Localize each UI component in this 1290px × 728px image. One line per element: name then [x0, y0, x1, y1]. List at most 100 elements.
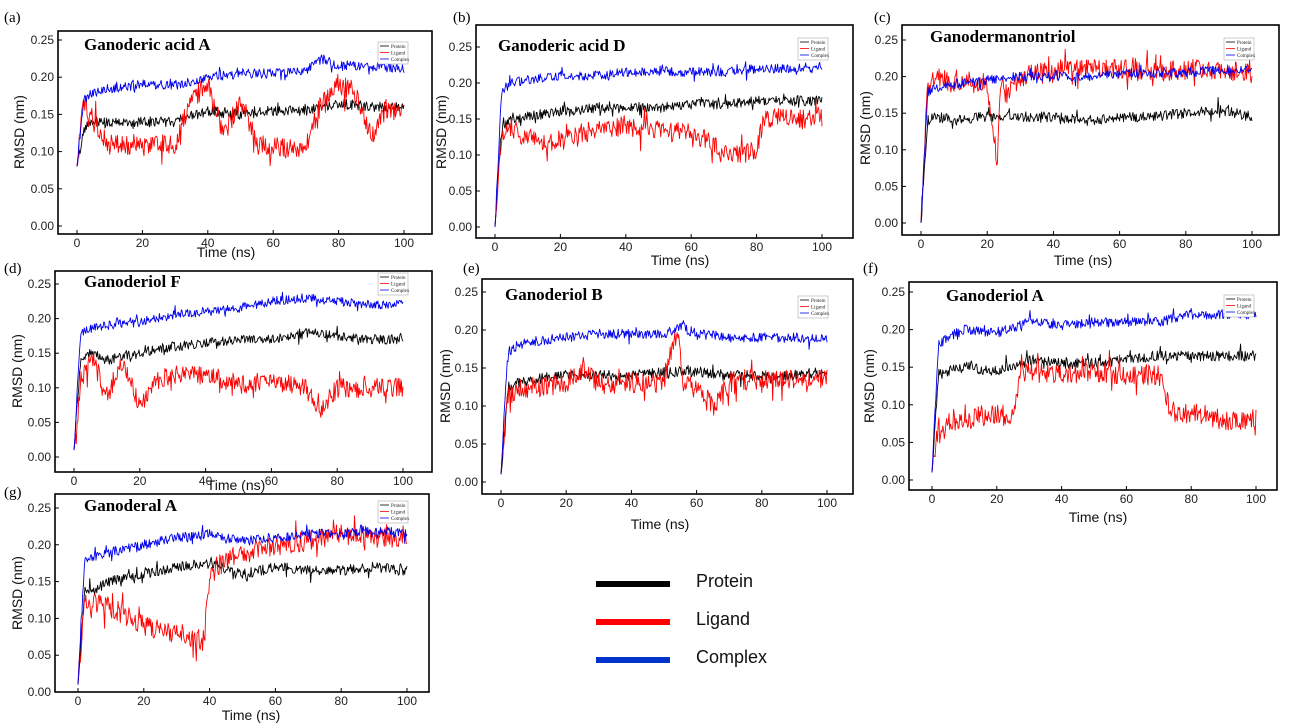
x-tick-label: 0	[71, 474, 78, 488]
x-tick-label: 100	[397, 694, 417, 708]
y-tick-label: 0.00	[449, 220, 473, 234]
y-axis-label: RMSD (nm)	[861, 349, 877, 423]
y-tick-label: 0.05	[882, 435, 906, 449]
mini-legend-label: Ligand	[391, 52, 406, 57]
x-tick-label: 20	[990, 492, 1004, 506]
x-axis-label: Time (ns)	[1069, 509, 1128, 525]
x-axis-label: Time (ns)	[1054, 252, 1113, 268]
y-tick-label: 0.05	[31, 182, 55, 196]
chart-panel-5: 0.00 0.05 0.10 0.15 0.20 0.25 0 20 40 60 80 100 Time…	[437, 261, 854, 532]
y-tick-label: 0.15	[875, 106, 899, 120]
mini-legend-label: Complex	[1237, 311, 1256, 316]
y-tick-label: 0.20	[449, 76, 473, 90]
series-complex-line	[76, 54, 405, 167]
y-tick-label: 0.25	[882, 285, 906, 299]
x-tick-label: 80	[750, 240, 764, 254]
mini-legend-label: Complex	[391, 289, 410, 294]
y-tick-label: 0.10	[875, 143, 899, 157]
chart-panel-1: 0.00 0.05 0.10 0.15 0.20 0.25 0 20 40 60 80 100 Time…	[4, 10, 433, 260]
y-tick-label: 0.00	[31, 219, 55, 233]
x-tick-label: 100	[812, 240, 832, 254]
y-tick-label: 0.00	[882, 473, 906, 487]
x-tick-label: 0	[75, 694, 82, 708]
chart-title: Ganoderiol A	[946, 286, 1044, 305]
y-axis-label: RMSD (nm)	[437, 349, 453, 423]
y-tick-label: 0.25	[28, 277, 52, 291]
plot-frame	[54, 493, 430, 693]
mini-legend-box	[377, 500, 409, 524]
series-complex-line	[494, 61, 823, 228]
x-tick-label: 60	[269, 694, 283, 708]
x-tick-label: 0	[929, 492, 936, 506]
series-ligand-line	[920, 48, 1253, 224]
panel-letter: (b)	[453, 10, 471, 26]
plot-frame	[54, 270, 433, 473]
series-ligand-line	[500, 331, 828, 475]
series-complex-line	[500, 320, 828, 475]
y-tick-label: 0.25	[31, 33, 55, 47]
y-tick-label: 0.15	[449, 112, 473, 126]
y-tick-label: 0.15	[455, 361, 479, 375]
y-tick-label: 0.15	[882, 360, 906, 374]
series-protein-line	[73, 325, 404, 451]
y-axis-label: RMSD (nm)	[857, 91, 873, 165]
mini-legend-box	[797, 295, 829, 319]
y-tick-label: 0.10	[449, 148, 473, 162]
y-tick-label: 0.10	[28, 381, 52, 395]
series-ligand-line	[73, 353, 404, 451]
x-tick-label: 40	[625, 496, 639, 510]
y-tick-label: 0.05	[875, 179, 899, 193]
chart-panel-3: 0.00 0.05 0.10 0.15 0.20 0.25 0 20 40 60 80 100 Time…	[857, 10, 1280, 268]
series-protein-line	[494, 93, 823, 228]
y-tick-label: 0.10	[31, 145, 55, 159]
y-axis-label: RMSD (nm)	[9, 334, 25, 408]
y-tick-label: 0.10	[882, 398, 906, 412]
x-tick-label: 60	[685, 240, 699, 254]
y-tick-label: 0.20	[455, 323, 479, 337]
x-axis-label: Time (ns)	[631, 516, 690, 532]
series-protein-line	[77, 556, 408, 685]
mini-legend-label: Protein	[1237, 41, 1252, 46]
x-tick-label: 40	[1055, 492, 1069, 506]
y-tick-label: 0.05	[28, 415, 52, 429]
y-tick-label: 0.15	[28, 346, 52, 360]
mini-legend-box	[1223, 37, 1255, 61]
y-axis-label: RMSD (nm)	[11, 95, 27, 169]
mini-legend-label: Complex	[811, 54, 830, 59]
y-tick-label: 0.25	[455, 285, 479, 299]
plot-frame	[57, 30, 433, 235]
series-ligand-line	[77, 515, 408, 685]
chart-title: Ganoderic acid A	[84, 35, 211, 54]
x-tick-label: 40	[1047, 237, 1061, 251]
mini-legend-label: Protein	[811, 299, 826, 304]
mini-legend-label: Protein	[391, 276, 406, 281]
x-tick-label: 100	[817, 496, 837, 510]
chart-panels: 0.00 0.05 0.10 0.15 0.20 0.25 0 20 40 60 80 100 Time…	[4, 10, 1280, 723]
y-tick-label: 0.20	[882, 323, 906, 337]
x-tick-label: 0	[918, 237, 925, 251]
mini-legend-label: Complex	[391, 517, 410, 522]
x-tick-label: 80	[335, 694, 349, 708]
x-tick-label: 20	[554, 240, 568, 254]
series-complex-line	[77, 524, 408, 685]
x-tick-label: 60	[690, 496, 704, 510]
x-tick-label: 40	[619, 240, 633, 254]
chart-title: Ganoderal A	[84, 496, 178, 515]
x-tick-label: 20	[560, 496, 574, 510]
y-tick-label: 0.05	[449, 184, 473, 198]
figure-legend: Protein Ligand Complex	[596, 571, 767, 667]
series-ligand-line	[494, 100, 823, 228]
mini-legend-box	[377, 41, 409, 65]
y-tick-label: 0.00	[875, 216, 899, 230]
mini-legend-label: Complex	[811, 312, 830, 317]
x-tick-label: 40	[201, 236, 215, 250]
x-tick-label: 0	[492, 240, 499, 254]
mini-legend-label: Protein	[391, 504, 406, 509]
mini-legend-label: Ligand	[391, 283, 406, 288]
series-protein-line	[920, 97, 1253, 224]
